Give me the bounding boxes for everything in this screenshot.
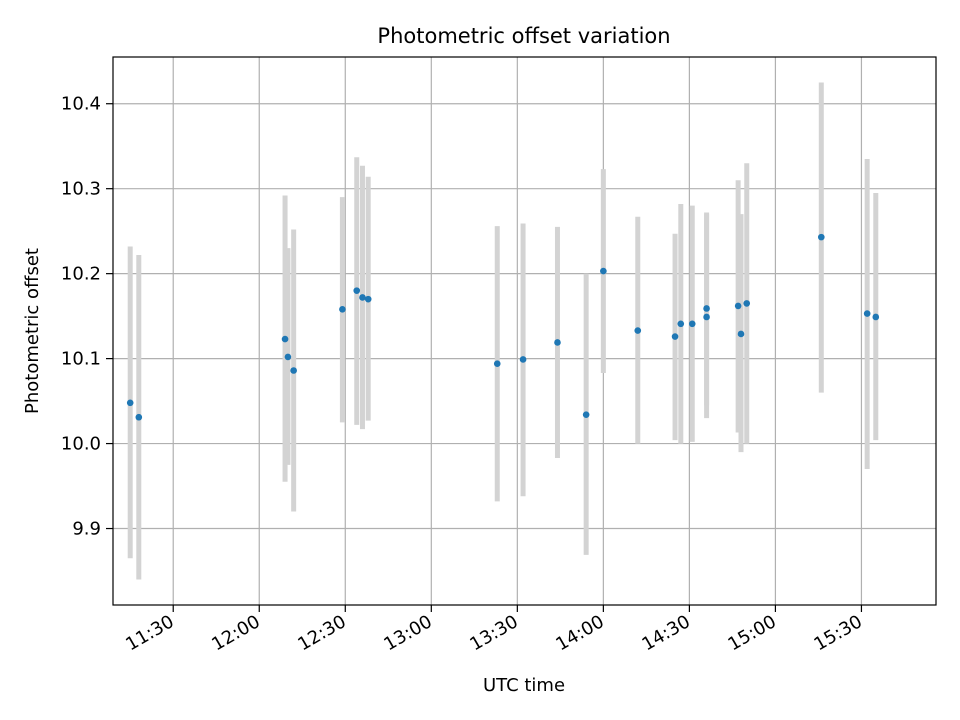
data-point: [688, 320, 696, 328]
data-point: [284, 353, 292, 361]
data-point: [677, 320, 685, 328]
data-point: [519, 356, 527, 363]
y-tick-label: 10.0: [61, 434, 101, 455]
data-point: [554, 339, 561, 346]
data-point: [582, 411, 590, 418]
data-point: [734, 302, 742, 310]
data-points: [126, 233, 880, 421]
y-axis-title: Photometric offset: [22, 248, 43, 414]
y-tick-label: 10.1: [61, 349, 101, 370]
data-point: [281, 335, 289, 343]
data-point: [817, 233, 825, 241]
data-point: [703, 313, 710, 321]
data-point: [353, 287, 361, 294]
x-axis-title: UTC time: [483, 675, 565, 696]
data-point: [364, 295, 372, 303]
y-tick-label: 10.2: [61, 264, 101, 285]
data-point: [493, 360, 501, 368]
data-point: [126, 399, 134, 407]
data-point: [634, 327, 642, 334]
data-point: [290, 367, 297, 374]
data-point: [671, 333, 679, 340]
y-tick-label: 10.3: [61, 179, 101, 200]
data-point: [863, 310, 871, 317]
data-point: [872, 313, 880, 321]
y-tick-label: 10.4: [61, 94, 101, 115]
data-point: [600, 267, 607, 275]
plot-frame: [112, 56, 937, 606]
data-point: [703, 305, 710, 312]
data-point: [743, 300, 751, 307]
data-point: [359, 294, 366, 301]
data-point: [135, 413, 143, 421]
data-point: [339, 306, 346, 313]
chart-title: Photometric offset variation: [377, 24, 670, 48]
data-point: [737, 330, 745, 338]
y-tick-label: 9.9: [72, 519, 101, 540]
